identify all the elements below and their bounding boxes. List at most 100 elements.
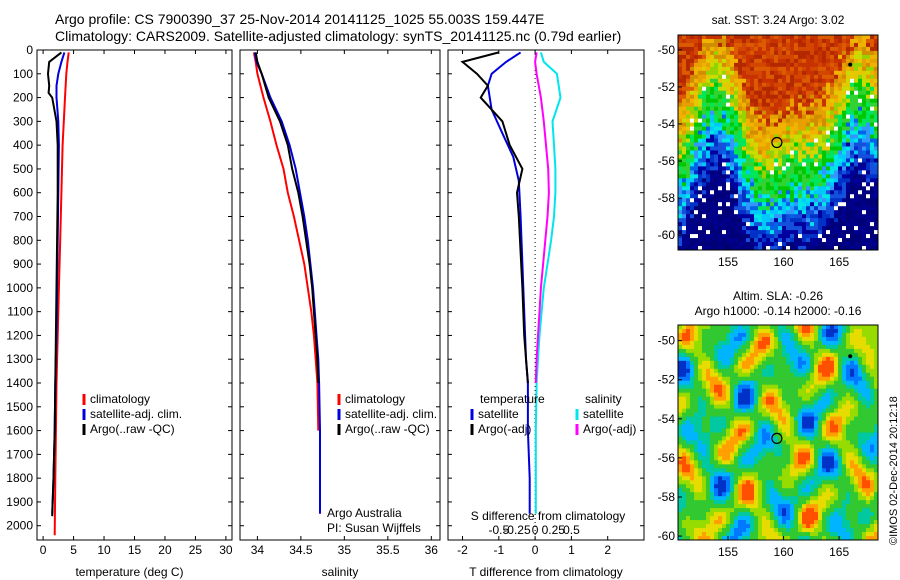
sst-map-cell [802, 126, 807, 131]
sst-map-cell [742, 234, 747, 239]
sst-map-cell [806, 98, 811, 104]
sla-map-cell [778, 456, 783, 461]
sla-map-cell [786, 328, 791, 334]
sla-map-cell [834, 356, 839, 362]
sla-map-cell [706, 444, 711, 449]
sst-map-cell [686, 110, 691, 116]
sst-map-cell [838, 194, 843, 199]
sst-map-cell [870, 146, 875, 151]
sst-map-cell [822, 178, 827, 183]
sst-map-cell [682, 218, 687, 223]
sst-map-cell [778, 202, 783, 207]
sla-map-cell [810, 448, 815, 453]
sst-map-cell [850, 130, 855, 135]
sla-map-cell [822, 428, 827, 433]
sla-map-cell [738, 472, 743, 477]
sst-map-cell [806, 170, 811, 175]
sst-map-cell [786, 150, 791, 155]
sst-map-cell [698, 86, 703, 92]
sla-map-cell [794, 344, 799, 350]
sst-map-cell [834, 98, 839, 104]
sla-map-cell [766, 360, 771, 366]
sst-map-cell [754, 166, 759, 171]
sst-map-cell [750, 38, 755, 44]
sst-map-cell [722, 126, 727, 131]
sla-map-cell [794, 376, 799, 382]
sst-map-cell [742, 86, 747, 92]
sla-map-cell [814, 464, 819, 469]
sst-map-cell [850, 162, 855, 167]
sst-map-cell [858, 46, 863, 52]
sst-map-cell [862, 122, 867, 127]
sst-map-cell [774, 170, 779, 175]
sst-map-cell [738, 214, 743, 219]
sla-map-cell [694, 328, 699, 334]
sla-map-cell [762, 325, 767, 330]
sla-map-cell [838, 376, 843, 382]
sla-map-cell [798, 360, 803, 366]
sla-map-cell [778, 484, 783, 489]
sla-map-cell [730, 344, 735, 350]
sst-map-cell [830, 70, 835, 76]
sla-map-cell [686, 428, 691, 433]
sst-map-cell [718, 86, 723, 92]
sst-map-cell [838, 150, 843, 155]
sla-map-cell [810, 472, 815, 477]
sst-map-cell [858, 242, 863, 247]
sla-map-cell [806, 424, 811, 429]
sst-map-cell [806, 166, 811, 171]
sst-map-cell [730, 118, 735, 123]
sla-map-cell [866, 384, 871, 390]
sst-map-cell [702, 106, 707, 112]
sst-map-cell [754, 134, 759, 139]
sla-map-cell [694, 412, 699, 417]
sst-map-cell [754, 35, 759, 40]
sst-map-cell [730, 218, 735, 223]
sla-map-cell [722, 356, 727, 362]
sla-map-cell [758, 432, 763, 437]
sla-map-cell [866, 416, 871, 421]
sst-map-cell [694, 94, 699, 100]
sst-map-cell [726, 226, 731, 231]
sla-map-cell [866, 388, 871, 394]
sst-map-cell [858, 210, 863, 215]
sla-map-cell [770, 380, 775, 386]
sla-map-cell [698, 440, 703, 445]
sst-map-cell [706, 62, 711, 68]
sla-map-cell [706, 360, 711, 366]
sst-map-cell [834, 162, 839, 167]
sla-map-cell [682, 356, 687, 362]
sla-map-cell [730, 364, 735, 370]
sst-map-cell [690, 186, 695, 191]
sla-map-cell [754, 472, 759, 477]
sst-map-cell [782, 202, 787, 207]
sla-map-cell [802, 464, 807, 469]
sst-map-cell [702, 138, 707, 143]
difference-legend-group-title: temperature [480, 392, 545, 406]
sst-map-cell [766, 238, 771, 243]
sla-map-cell [830, 372, 835, 378]
sst-map-cell [774, 62, 779, 68]
sst-map-cell [754, 78, 759, 84]
sla-map-cell [738, 364, 743, 370]
sst-map-cell [762, 90, 767, 96]
sst-map-cell [706, 210, 711, 215]
sst-map-cell [718, 182, 723, 187]
sla-map-cell [858, 360, 863, 366]
sla-map-cell [686, 356, 691, 362]
sst-map-cell [782, 82, 787, 88]
sst-map-cell [706, 90, 711, 96]
sla-map-cell [874, 380, 879, 386]
sst-map-cell [746, 126, 751, 131]
sst-map-cell [762, 178, 767, 183]
sla-map-cell [726, 420, 731, 425]
sst-map-cell [778, 142, 783, 147]
sst-map-cell [806, 198, 811, 203]
sla-map-cell [814, 356, 819, 362]
sla-map-cell [810, 332, 815, 338]
sst-map-cell [766, 146, 771, 151]
sst-map-cell [718, 230, 723, 235]
sla-map-cell [854, 328, 859, 334]
sla-map-cell [750, 404, 755, 410]
difference-secondary-tick-label: 0 [532, 523, 539, 537]
